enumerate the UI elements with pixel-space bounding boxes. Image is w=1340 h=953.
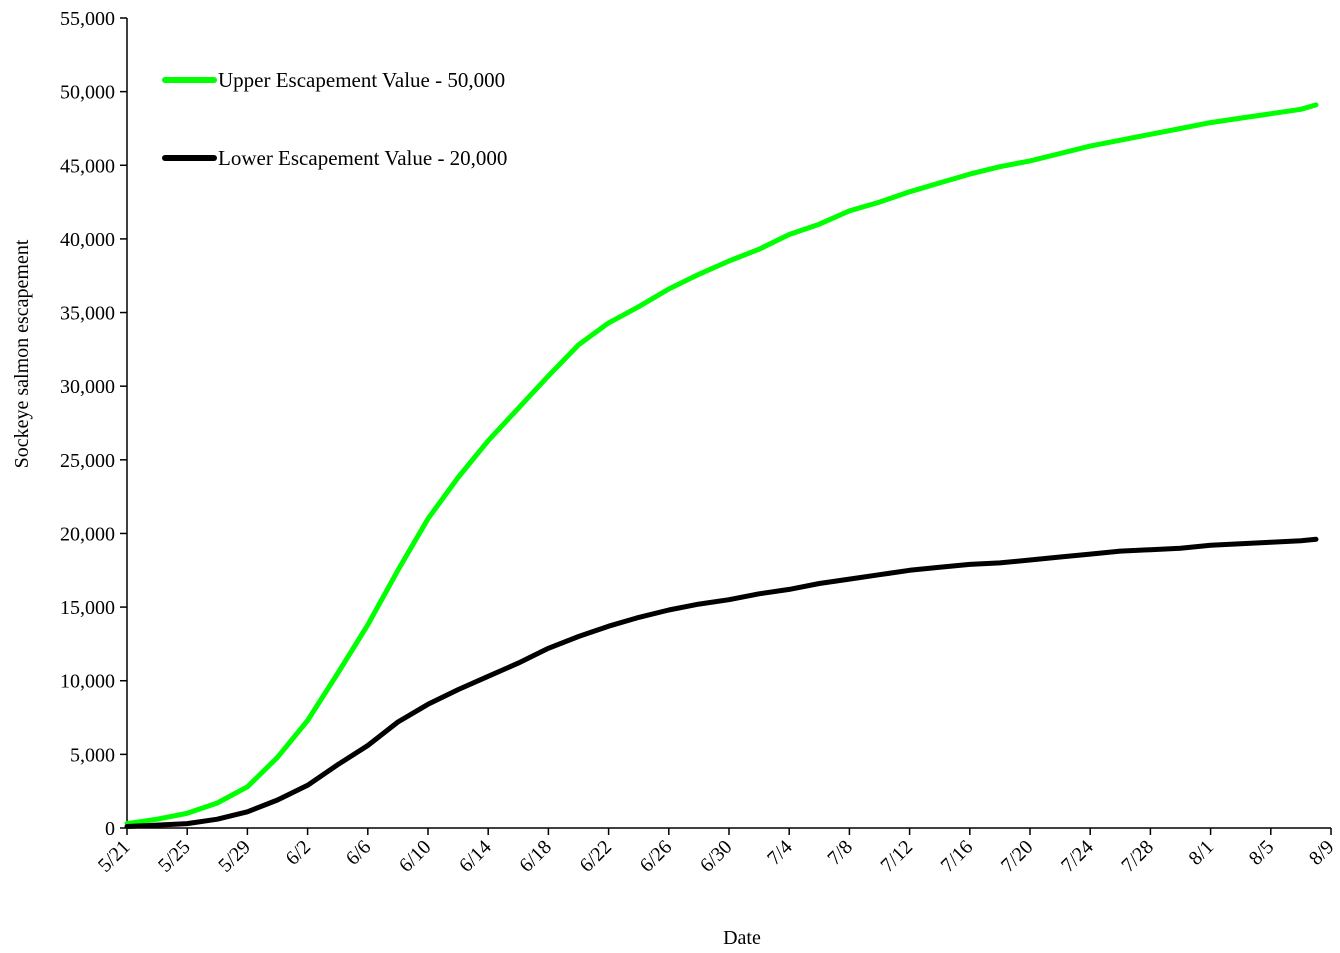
x-tick-label: 6/6 xyxy=(342,836,376,870)
x-tick-label: 8/1 xyxy=(1185,836,1219,870)
x-axis: 5/21 5/25 5/29 6/2 6/6 6/10 6/14 6/18 6/22 6/26 6/… xyxy=(94,827,1339,877)
y-axis-title: Sockeye salmon escapement xyxy=(11,239,33,468)
y-axis: 0 5,000 10,000 15,000 20,000 25,000 30,000 35,0… xyxy=(60,8,128,840)
x-tick-label: 8/5 xyxy=(1245,836,1279,870)
legend-label: Lower Escapement Value - 20,000 xyxy=(218,146,507,170)
x-tick-label: 6/2 xyxy=(282,836,316,870)
y-tick-label: 40,000 xyxy=(60,229,115,251)
y-tick-label: 30,000 xyxy=(60,376,115,398)
x-tick-label: 6/30 xyxy=(696,836,737,877)
x-tick-label: 6/26 xyxy=(636,836,677,877)
x-axis-title: Date xyxy=(723,927,761,949)
x-tick-label: 7/28 xyxy=(1117,836,1158,877)
upper-escapement-line xyxy=(124,102,1319,827)
x-tick-label: 7/8 xyxy=(823,836,857,870)
x-tick-label: 7/12 xyxy=(876,836,917,877)
y-tick-label: 10,000 xyxy=(60,671,115,693)
lower-escapement-line xyxy=(124,536,1319,829)
x-tick-label: 5/25 xyxy=(154,836,195,877)
y-tick-label: 55,000 xyxy=(60,8,115,30)
y-tick-label: 45,000 xyxy=(60,155,115,177)
y-tick-label: 0 xyxy=(105,818,115,840)
legend: Upper Escapement Value - 50,000 Lower Esc… xyxy=(162,68,507,170)
x-tick-label: 6/22 xyxy=(575,836,616,877)
x-tick-label: 7/24 xyxy=(1057,836,1098,877)
y-tick-label: 25,000 xyxy=(60,450,115,472)
y-tick-label: 50,000 xyxy=(60,82,115,104)
x-tick-label: 6/18 xyxy=(515,836,556,877)
x-tick-label: 6/14 xyxy=(455,836,496,877)
y-tick-label: 5,000 xyxy=(70,744,115,766)
y-tick-label: 15,000 xyxy=(60,597,115,619)
x-tick-label: 8/9 xyxy=(1305,836,1339,870)
y-tick-label: 20,000 xyxy=(60,523,115,545)
series-layer xyxy=(124,102,1319,829)
x-tick-label: 5/21 xyxy=(94,836,135,877)
x-tick-label: 6/10 xyxy=(395,836,436,877)
x-tick-label: 7/20 xyxy=(997,836,1038,877)
x-tick-label: 7/16 xyxy=(937,836,978,877)
y-tick-label: 35,000 xyxy=(60,303,115,325)
x-tick-label: 5/29 xyxy=(214,836,255,877)
x-tick-label: 7/4 xyxy=(763,836,797,870)
legend-label: Upper Escapement Value - 50,000 xyxy=(218,68,505,92)
